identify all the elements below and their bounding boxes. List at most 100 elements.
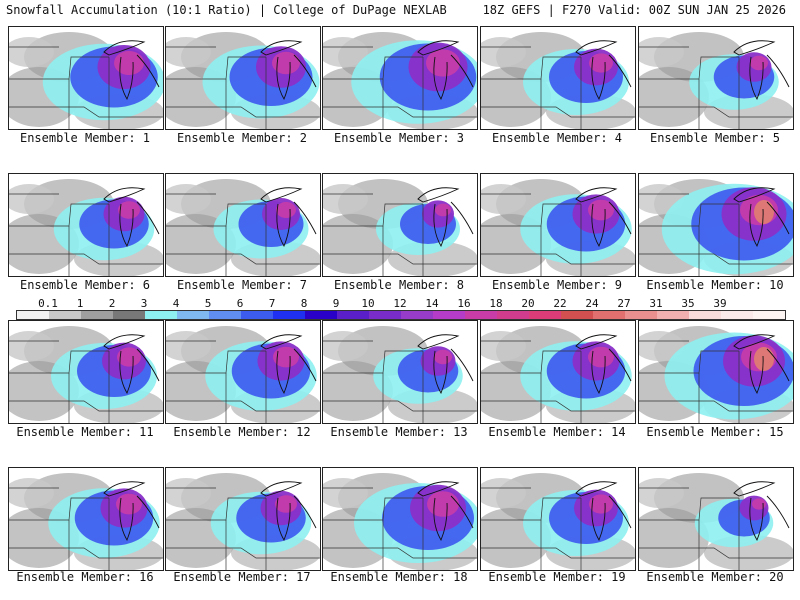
color-scale-tick-label: 7 [268,297,276,310]
color-scale-tick-label: 0.1 [38,297,58,310]
color-scale-tick-label: 2 [108,297,116,310]
color-scale-tick-label: 9 [332,297,340,310]
color-scale-tick-label: 16 [457,297,471,310]
color-scale-segment [497,311,529,319]
color-scale-tick-label: 18 [489,297,503,310]
ensemble-member-label: Ensemble Member: 13 [330,425,468,439]
ensemble-member-map [322,320,478,424]
ensemble-member-map [638,320,794,424]
ensemble-member-label: Ensemble Member: 11 [16,425,154,439]
ensemble-member-label: Ensemble Member: 15 [646,425,784,439]
color-scale-tick-label: 6 [236,297,244,310]
snowfall-field [323,179,477,276]
ensemble-member-map [480,467,636,571]
color-scale-bar [16,310,786,320]
ensemble-member-map [8,467,164,571]
ensemble-member-label: Ensemble Member: 6 [19,278,151,292]
snowfall-field [9,326,163,423]
snowfall-field [481,326,635,423]
snowfall-field [481,179,635,276]
color-scale-tick-label: 1 [76,297,84,310]
color-scale-tick-label: 3 [140,297,148,310]
ensemble-member-label: Ensemble Member: 3 [333,131,465,145]
color-scale-segment [689,311,721,319]
snowfall-field [166,473,320,570]
snowfall-field [323,326,477,423]
ensemble-member-map [322,173,478,277]
ensemble-member-label: Ensemble Member: 20 [646,570,784,584]
snowfall-field [481,32,635,129]
color-scale-tick-label: 24 [585,297,599,310]
color-scale-segment [17,311,49,319]
color-scale-tick-label: 4 [172,297,180,310]
snowfall-field [323,32,477,129]
snowfall-field [639,179,793,276]
color-scale-segment [209,311,241,319]
snowfall-field [166,179,320,276]
color-scale-segment [625,311,657,319]
color-scale-segment [305,311,337,319]
ensemble-member-label: Ensemble Member: 10 [646,278,784,292]
color-scale-segment [721,311,753,319]
ensemble-member-map [165,26,321,130]
ensemble-member-label: Ensemble Member: 8 [333,278,465,292]
color-scale-tick-label: 22 [553,297,567,310]
ensemble-member-label: Ensemble Member: 17 [173,570,311,584]
ensemble-member-label: Ensemble Member: 18 [330,570,468,584]
color-scale-tick-label: 35 [681,297,695,310]
map-title: Snowfall Accumulation (10:1 Ratio) | Col… [6,3,447,17]
snowfall-field [9,32,163,129]
color-scale-segment [369,311,401,319]
ensemble-member-label: Ensemble Member: 2 [176,131,308,145]
color-scale-segment [241,311,273,319]
color-scale-tick-label: 12 [393,297,407,310]
color-scale-tick-label: 14 [425,297,439,310]
snowfall-field [323,473,477,570]
ensemble-member-map [480,173,636,277]
snowfall-field [9,473,163,570]
color-scale-tick-label: 8 [300,297,308,310]
ensemble-member-map [8,173,164,277]
ensemble-member-map [8,26,164,130]
snowfall-field [166,32,320,129]
color-scale-tick-label: 31 [649,297,663,310]
ensemble-member-map [480,26,636,130]
ensemble-member-label: Ensemble Member: 12 [173,425,311,439]
color-scale-segment [401,311,433,319]
snowfall-field [639,473,793,570]
ensemble-member-map [165,320,321,424]
color-scale-tick-label: 39 [713,297,727,310]
color-scale-tick-label: 10 [361,297,375,310]
color-scale-segment [433,311,465,319]
ensemble-member-map [638,467,794,571]
color-scale-tick-label: 20 [521,297,535,310]
ensemble-member-label: Ensemble Member: 16 [16,570,154,584]
color-scale-segment [529,311,561,319]
ensemble-member-label: Ensemble Member: 4 [491,131,623,145]
snowfall-field [9,179,163,276]
run-info: 18Z GEFS | F270 Valid: 00Z SUN JAN 25 20… [482,3,786,17]
ensemble-member-label: Ensemble Member: 7 [176,278,308,292]
ensemble-member-label: Ensemble Member: 9 [491,278,623,292]
color-scale-segment [177,311,209,319]
ensemble-member-map [480,320,636,424]
color-scale-segment [273,311,305,319]
ensemble-member-label: Ensemble Member: 1 [19,131,151,145]
color-scale-segment [753,311,785,319]
color-scale-segment [145,311,177,319]
ensemble-member-map [165,467,321,571]
color-scale-tick-label: 5 [204,297,212,310]
color-scale-segment [49,311,81,319]
snowfall-field [639,326,793,423]
color-scale-tick-label: 27 [617,297,631,310]
ensemble-member-map [8,320,164,424]
ensemble-member-label: Ensemble Member: 19 [488,570,626,584]
ensemble-member-map [165,173,321,277]
snowfall-field [166,326,320,423]
snowfall-field [639,32,793,129]
ensemble-member-map [638,26,794,130]
color-scale-segment [113,311,145,319]
ensemble-member-map [322,26,478,130]
ensemble-member-map [322,467,478,571]
ensemble-member-label: Ensemble Member: 5 [649,131,781,145]
